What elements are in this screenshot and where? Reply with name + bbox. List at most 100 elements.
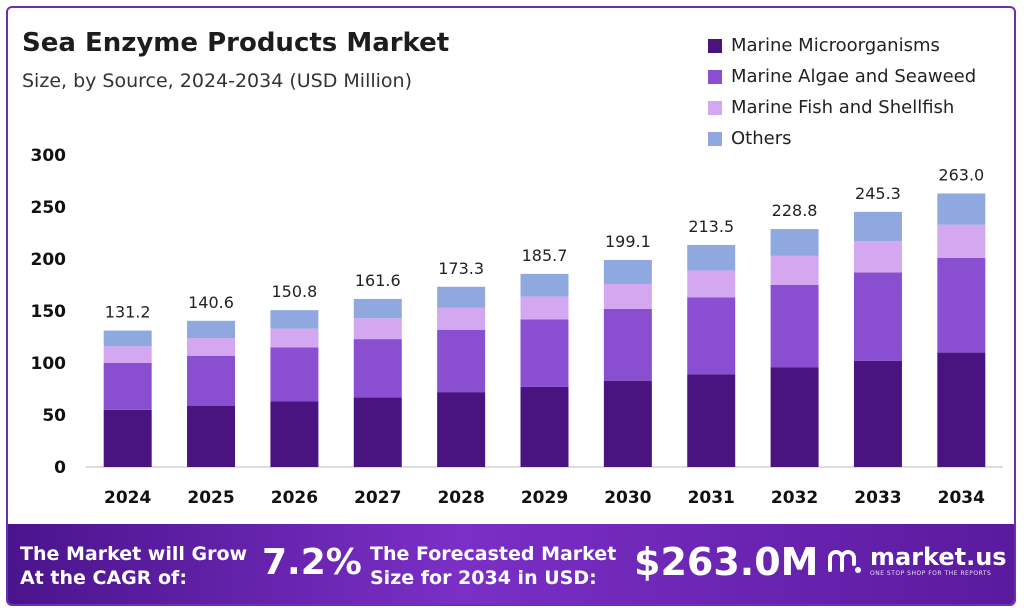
bar-segment-others-2030 [603, 259, 652, 284]
bar-segment-marine-algae-and-seaweed-2033 [853, 272, 902, 361]
bar-segment-marine-algae-and-seaweed-2025 [187, 355, 236, 406]
bar-total-label-2034: 263.0 [938, 165, 984, 184]
chart-title: Sea Enzyme Products Market [22, 28, 450, 58]
bar-segment-marine-algae-and-seaweed-2032 [770, 285, 819, 368]
bar-total-label-2028: 173.3 [438, 259, 484, 278]
legend-label-marine-microorganisms: Marine Microorganisms [731, 35, 940, 56]
bar-segment-others-2024 [103, 330, 152, 347]
bar-total-label-2029: 185.7 [522, 246, 568, 265]
bar-total-label-2030: 199.1 [605, 232, 651, 251]
bar-segment-others-2029 [520, 273, 569, 297]
legend-swatch-marine-fish-and-shellfish [708, 100, 722, 115]
bar-total-label-2024: 131.2 [105, 303, 151, 322]
legend-swatch-marine-microorganisms [708, 38, 722, 53]
bar-segment-others-2031 [687, 244, 736, 271]
bar-segment-marine-fish-and-shellfish-2025 [187, 338, 236, 356]
y-tick-label: 50 [42, 406, 66, 426]
bar-total-label-2031: 213.5 [688, 217, 734, 236]
forecast-label-line2: Size for 2034 in USD: [370, 567, 597, 589]
y-tick-label: 250 [31, 198, 67, 218]
legend-label-marine-fish-and-shellfish: Marine Fish and Shellfish [731, 97, 955, 118]
bar-segment-marine-microorganisms-2033 [853, 360, 902, 467]
x-tick-label-2031: 2031 [688, 488, 735, 508]
bar-segment-marine-microorganisms-2030 [603, 380, 652, 467]
legend-label-marine-algae-and-seaweed: Marine Algae and Seaweed [731, 66, 977, 87]
market-us-logo-icon [828, 549, 861, 573]
x-tick-label-2033: 2033 [854, 488, 901, 508]
bar-segment-marine-fish-and-shellfish-2034 [937, 224, 986, 258]
x-tick-label-2030: 2030 [604, 488, 651, 508]
bar-segment-marine-algae-and-seaweed-2026 [270, 347, 319, 402]
bar-segment-marine-fish-and-shellfish-2032 [770, 255, 819, 285]
bar-segment-marine-algae-and-seaweed-2029 [520, 319, 569, 387]
bar-segment-marine-fish-and-shellfish-2024 [103, 346, 152, 363]
bar-total-label-2033: 245.3 [855, 184, 901, 203]
x-tick-label-2025: 2025 [187, 488, 234, 508]
bar-segment-marine-fish-and-shellfish-2029 [520, 296, 569, 320]
bar-segment-marine-algae-and-seaweed-2030 [603, 308, 652, 381]
brand-tagline: ONE STOP SHOP FOR THE REPORTS [870, 570, 992, 577]
bar-segment-marine-fish-and-shellfish-2027 [353, 318, 402, 340]
footer-banner: The Market will Grow At the CAGR of: 7.2… [8, 524, 1014, 604]
x-tick-label-2034: 2034 [938, 488, 985, 508]
bar-segment-marine-microorganisms-2034 [937, 352, 986, 467]
x-tick-label-2027: 2027 [354, 488, 401, 508]
bar-segment-marine-microorganisms-2028 [437, 392, 486, 467]
brand-logo: market.us ONE STOP SHOP FOR THE REPORTS [826, 544, 1007, 577]
bar-segment-marine-fish-and-shellfish-2033 [853, 241, 902, 273]
forecast-value: $263.0M [634, 540, 819, 584]
legend-item-marine-microorganisms: Marine Microorganisms [708, 30, 976, 61]
cagr-label: The Market will Grow At the CAGR of: [20, 542, 247, 590]
cagr-label-line2: At the CAGR of: [20, 567, 187, 589]
bar-segment-marine-algae-and-seaweed-2034 [937, 257, 986, 353]
bar-segment-marine-microorganisms-2027 [353, 397, 402, 467]
bar-total-label-2032: 228.8 [772, 201, 818, 220]
cagr-label-line1: The Market will Grow [20, 543, 248, 565]
bar-segment-marine-fish-and-shellfish-2026 [270, 328, 319, 348]
chart-frame: Sea Enzyme Products Market Size, by Sour… [6, 6, 1016, 606]
cagr-value: 7.2% [262, 542, 362, 583]
x-tick-label-2032: 2032 [771, 488, 818, 508]
bar-segment-others-2034 [937, 193, 986, 225]
bar-segment-marine-fish-and-shellfish-2030 [603, 283, 652, 309]
legend: Marine Microorganisms Marine Algae and S… [708, 30, 976, 154]
x-tick-label-2028: 2028 [437, 488, 484, 508]
x-tick-label-2029: 2029 [521, 488, 568, 508]
bar-segment-marine-microorganisms-2031 [687, 374, 736, 467]
legend-swatch-others [708, 131, 722, 146]
bar-segment-marine-microorganisms-2032 [770, 367, 819, 467]
forecast-label-line1: The Forecasted Market [370, 543, 617, 565]
bar-segment-others-2027 [353, 298, 402, 319]
y-tick-label: 150 [31, 302, 67, 322]
legend-item-marine-algae-and-seaweed: Marine Algae and Seaweed [708, 61, 976, 92]
y-tick-label: 0 [54, 458, 66, 478]
bar-segment-marine-fish-and-shellfish-2028 [437, 307, 486, 330]
chart-subtitle: Size, by Source, 2024-2034 (USD Million) [22, 70, 413, 92]
bar-segment-marine-microorganisms-2025 [187, 405, 236, 467]
bar-segment-others-2033 [853, 211, 902, 242]
bar-total-label-2027: 161.6 [355, 271, 401, 290]
bar-segment-others-2028 [437, 286, 486, 308]
y-tick-label: 300 [31, 146, 67, 166]
bar-segment-marine-microorganisms-2024 [103, 409, 152, 467]
y-tick-label: 100 [31, 354, 67, 374]
legend-label-others: Others [731, 128, 792, 149]
bar-segment-marine-microorganisms-2026 [270, 401, 319, 467]
bar-total-label-2026: 150.8 [272, 282, 318, 301]
bar-segment-marine-microorganisms-2029 [520, 386, 569, 467]
bar-segment-marine-fish-and-shellfish-2031 [687, 270, 736, 298]
bar-total-label-2025: 140.6 [188, 293, 234, 312]
bar-segment-marine-algae-and-seaweed-2028 [437, 329, 486, 393]
legend-swatch-marine-algae-and-seaweed [708, 69, 722, 84]
bar-segment-marine-algae-and-seaweed-2027 [353, 339, 402, 398]
stacked-bar-chart: 0 50 100 150 200 250 300 131.2 2024 140.6 2025 150.… [31, 146, 1003, 508]
legend-item-others: Others [708, 123, 976, 154]
bar-segment-others-2032 [770, 229, 819, 256]
y-tick-label: 200 [31, 250, 67, 270]
bar-segment-marine-algae-and-seaweed-2031 [687, 297, 736, 375]
x-tick-label-2026: 2026 [271, 488, 318, 508]
legend-item-marine-fish-and-shellfish: Marine Fish and Shellfish [708, 92, 976, 123]
bar-segment-others-2025 [187, 320, 236, 339]
forecast-label: The Forecasted Market Size for 2034 in U… [370, 542, 616, 590]
bar-segment-others-2026 [270, 310, 319, 329]
